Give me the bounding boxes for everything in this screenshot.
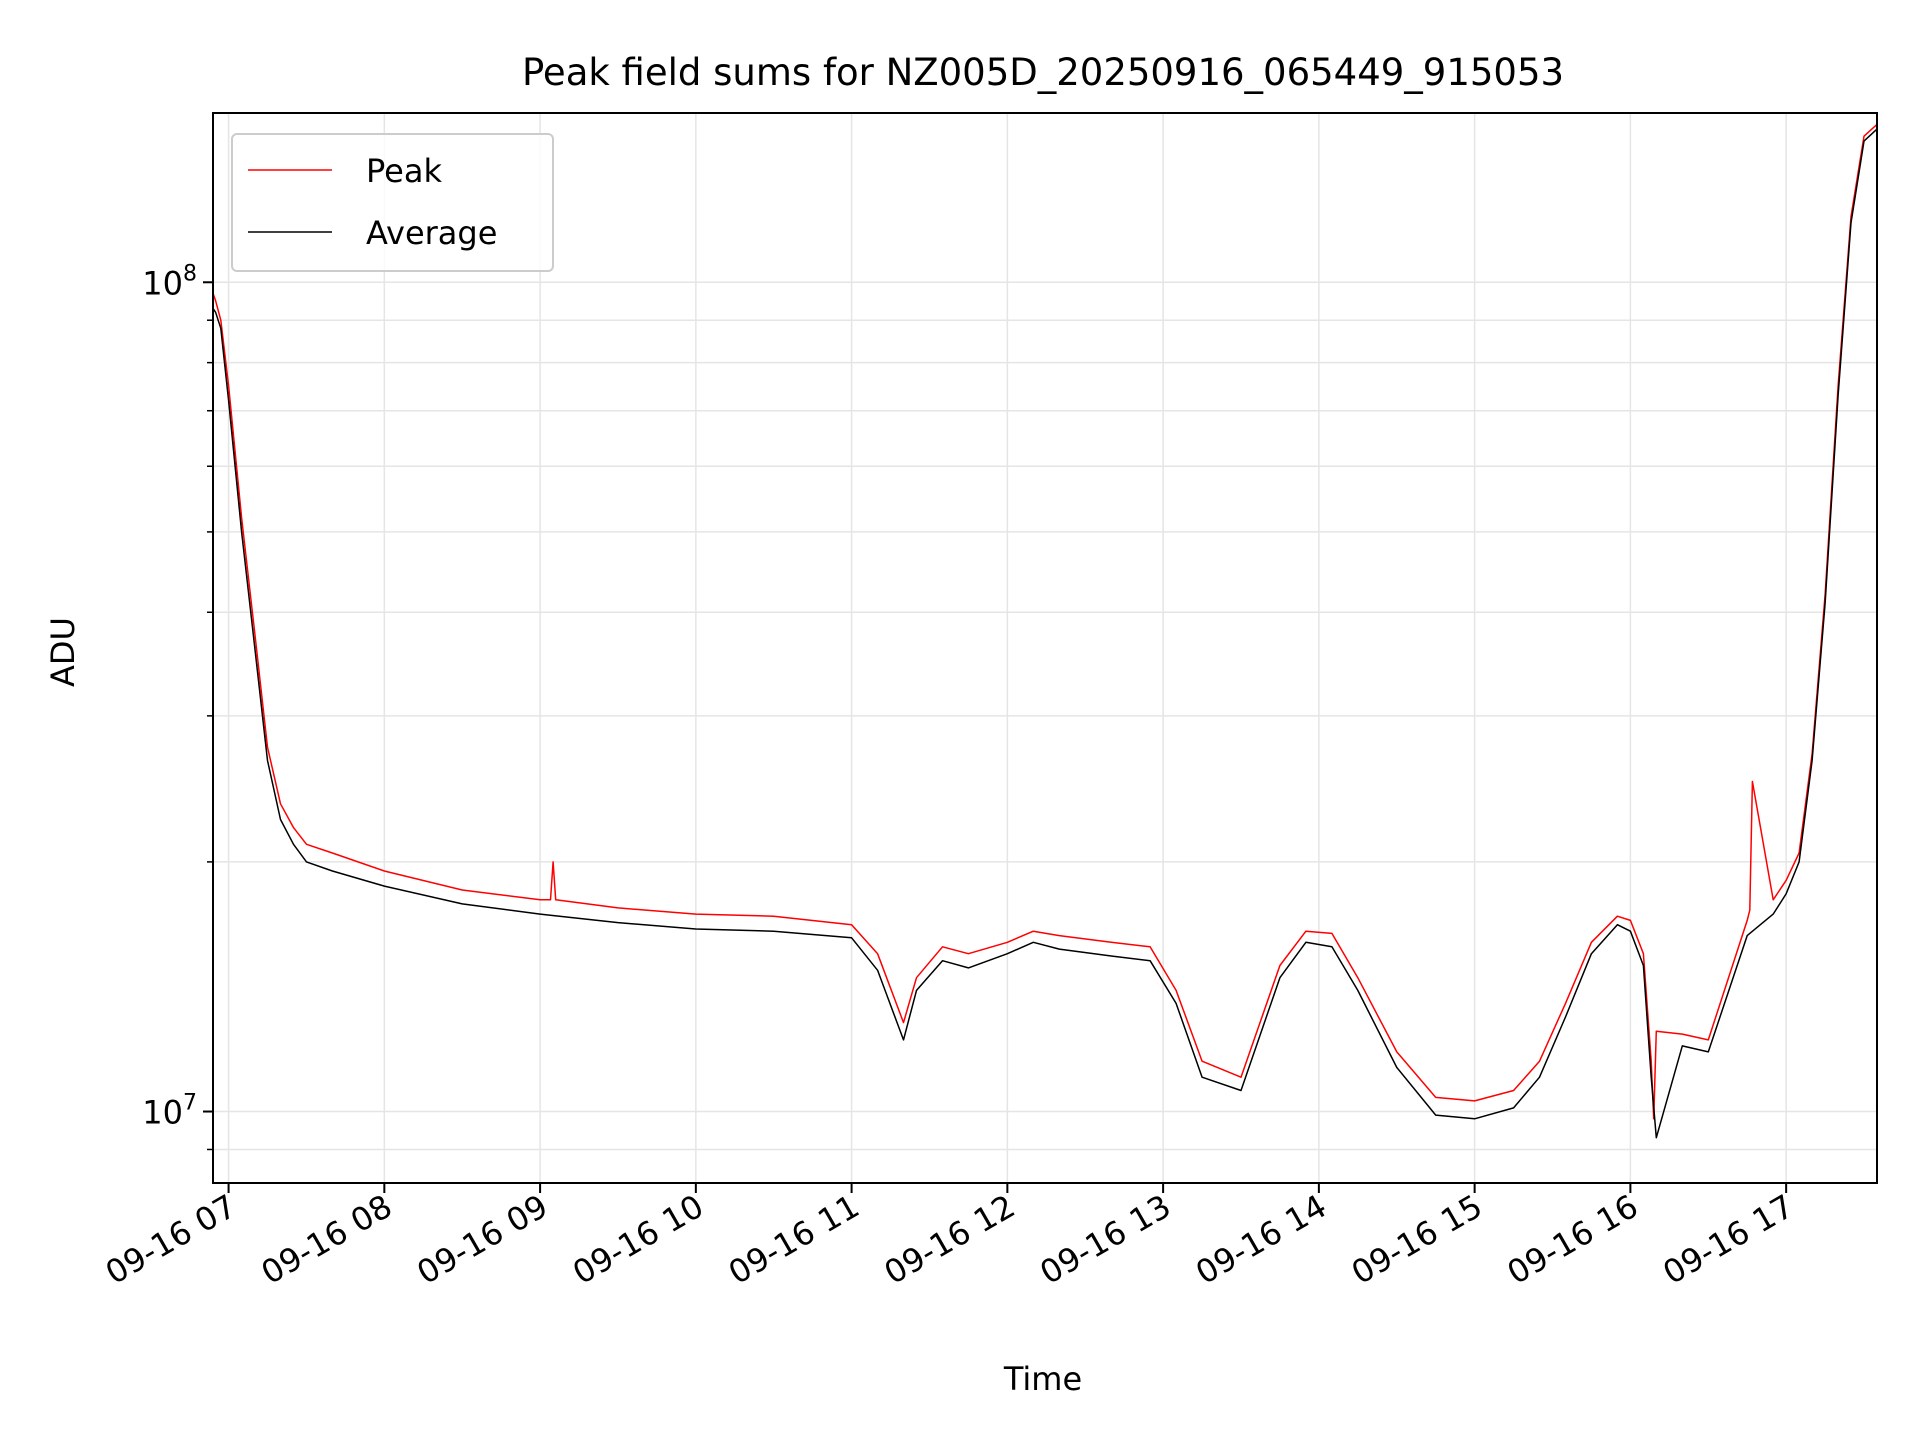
series-lines xyxy=(212,123,1878,1139)
y-tick-label: 108 xyxy=(142,261,197,302)
chart-title: Peak field sums for NZ005D_20250916_0654… xyxy=(522,51,1564,94)
legend: Peak Average xyxy=(231,133,554,272)
y-axis-label: ADU xyxy=(44,617,82,687)
y-tick-label-base: 10 xyxy=(142,1094,183,1132)
y-tick-label: 107 xyxy=(142,1091,197,1132)
legend-label-peak: Peak xyxy=(366,152,442,190)
x-axis-label: Time xyxy=(1003,1360,1082,1398)
legend-label-average: Average xyxy=(366,214,497,252)
plot-frame xyxy=(212,112,1878,1184)
y-tick-label-exponent: 7 xyxy=(183,1091,197,1116)
y-tick-label-base: 10 xyxy=(142,264,183,302)
gridlines xyxy=(213,113,1877,1183)
series-line-peak xyxy=(212,123,1878,1120)
plot-area xyxy=(213,113,1877,1183)
y-tick-label-exponent: 8 xyxy=(183,261,197,286)
series-line-average xyxy=(212,128,1878,1139)
legend-box xyxy=(231,133,554,272)
